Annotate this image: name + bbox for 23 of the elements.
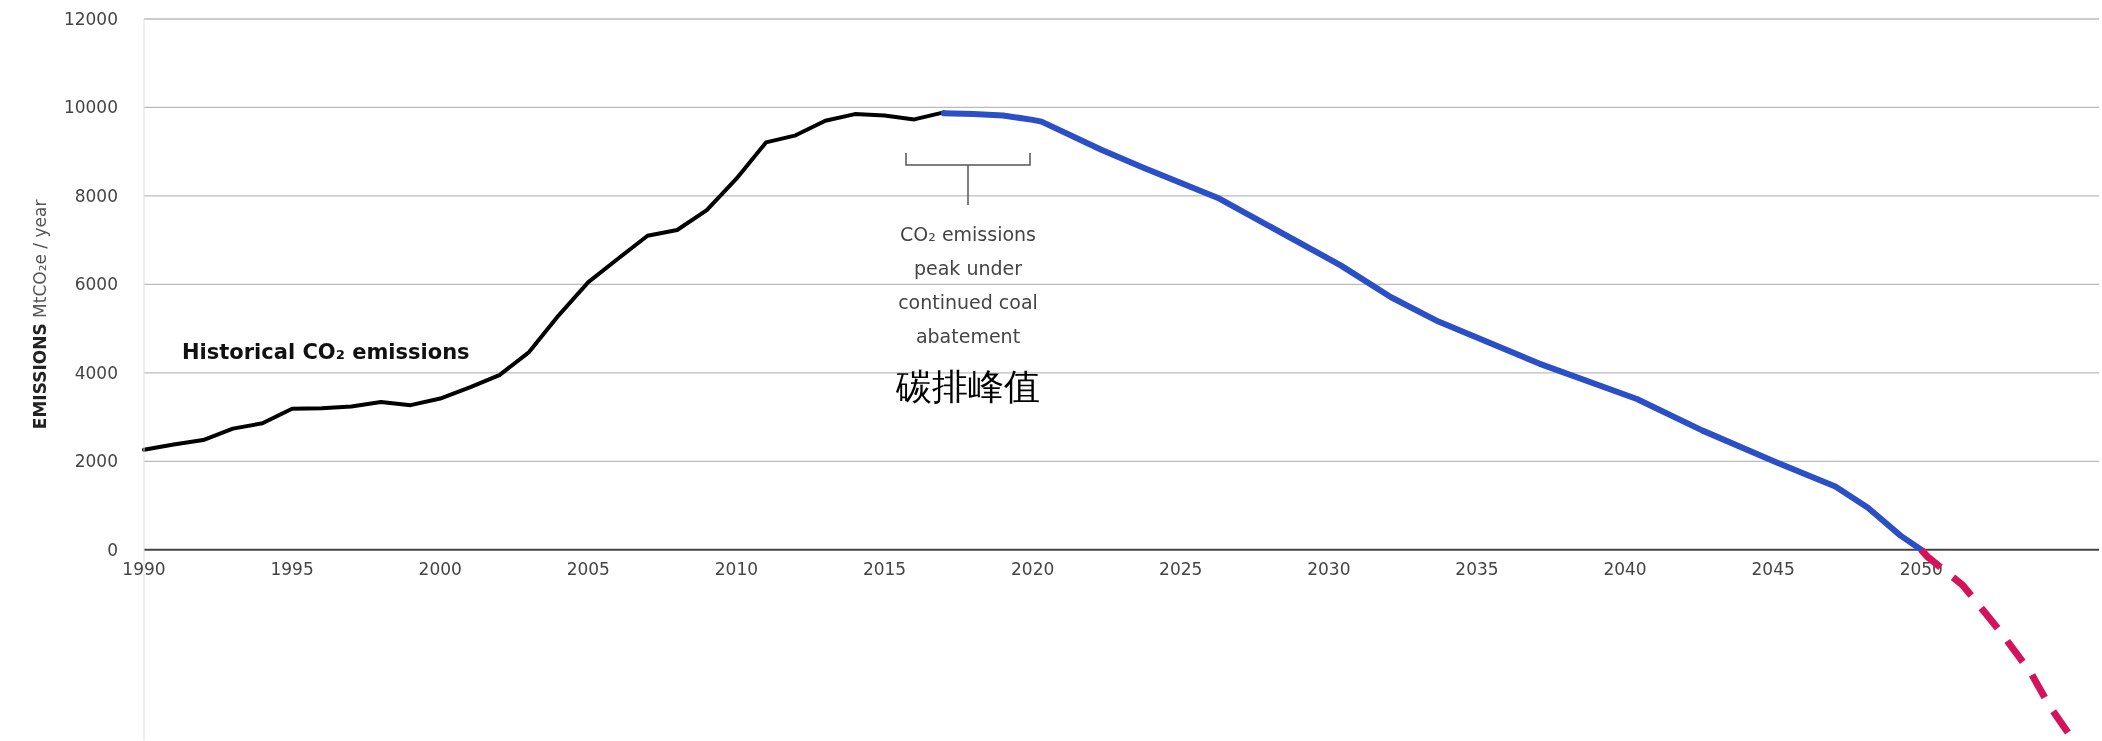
- x-tick-label: 2030: [1307, 558, 1351, 579]
- x-tick-label: 2015: [862, 558, 907, 579]
- y-axis-title: EMISSIONS MtCO₂e / year: [30, 199, 50, 430]
- y-tick-label: 8000: [74, 185, 118, 206]
- y-tick-label: 4000: [74, 362, 118, 383]
- y-tick-label: 2000: [74, 451, 118, 472]
- x-tick-label: 2040: [1603, 558, 1647, 579]
- y-tick-label: 6000: [74, 274, 118, 295]
- y-tick-label: 10000: [63, 97, 118, 118]
- x-tick-label: 2005: [566, 558, 610, 579]
- x-tick-label: 2025: [1159, 558, 1203, 579]
- y-tick-label: 12000: [63, 9, 118, 29]
- y-tick-label: 0: [107, 539, 118, 560]
- x-tick-label: 2000: [418, 558, 462, 579]
- annotation: CO₂ emissions peak under continued coal abatement: [898, 223, 1038, 347]
- x-tick-label: 2010: [714, 558, 759, 579]
- x-tick-label: 1990: [122, 558, 166, 579]
- x-tick-label: 2020: [1011, 558, 1055, 579]
- x-tick-label: 1995: [270, 558, 314, 579]
- annotation: 碳排峰值: [895, 366, 1040, 407]
- x-tick-label: 2045: [1751, 558, 1795, 579]
- x-tick-label: 2035: [1455, 558, 1499, 579]
- series-label: Historical CO₂ emissions: [182, 339, 470, 364]
